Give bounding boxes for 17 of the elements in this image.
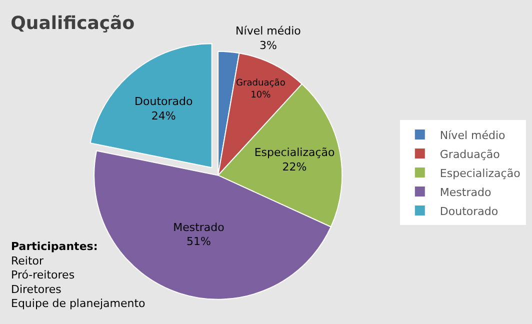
slice-label: Especialização — [254, 146, 336, 160]
data-label: 10% — [250, 90, 272, 100]
slice-label: Graduação — [236, 78, 286, 89]
chart-title: Qualificação — [10, 12, 135, 34]
data-label: 3% — [260, 38, 277, 52]
text: Participantes: Reitor Pró-reitores Diretores Equipe de planejamento — [11, 240, 146, 310]
slice-label: Doutorado — [134, 95, 193, 108]
legend-label: Doutorado — [440, 204, 498, 218]
legend-label: Mestrado — [440, 186, 492, 199]
data-label: 24% — [151, 110, 176, 123]
data-label: 22% — [282, 160, 307, 174]
legend-label: Especialização — [440, 166, 521, 180]
legend-label: Nível médio — [440, 128, 506, 142]
slice-label: Mestrado — [173, 220, 225, 234]
legend-label: Graduação — [440, 148, 500, 161]
slice-label: Nível médio — [236, 24, 302, 38]
data-label: 51% — [186, 235, 211, 248]
